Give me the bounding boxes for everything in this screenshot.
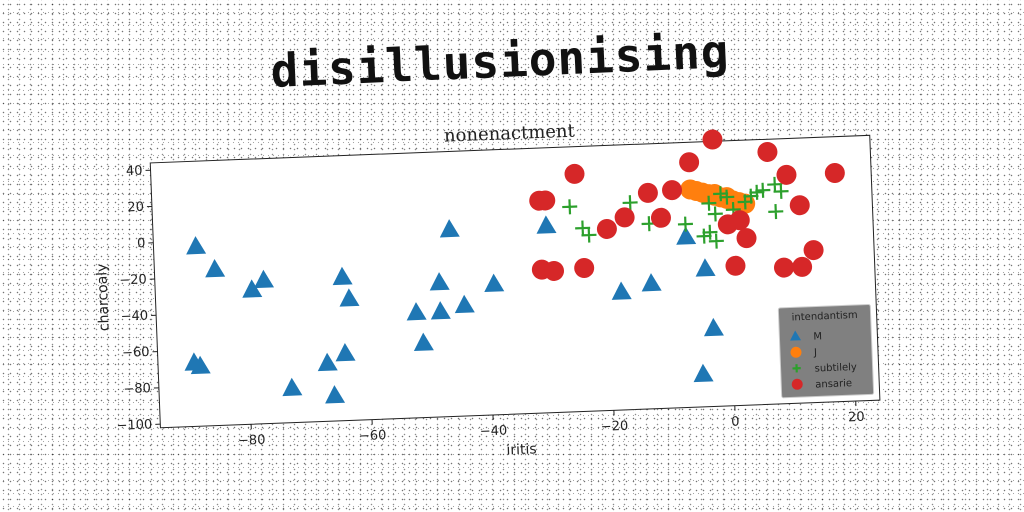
point-m (254, 269, 275, 289)
x-tick-label: −20 (601, 419, 629, 435)
point-ansarie (736, 228, 757, 249)
legend-label-j: J (813, 348, 817, 359)
y-axis-label: charcoaly (94, 263, 113, 331)
point-ansarie (702, 129, 723, 150)
point-subtilely (677, 216, 693, 232)
point-ansarie (544, 260, 565, 281)
point-ansarie (803, 240, 824, 261)
plot-frame (149, 134, 881, 429)
point-m (317, 352, 338, 372)
point-m (536, 215, 557, 234)
point-m (676, 226, 697, 245)
point-m (484, 273, 505, 293)
legend-label-ansarie: ansarie (815, 378, 852, 390)
point-m (430, 301, 451, 320)
y-tick-label: 0 (137, 236, 146, 251)
point-m (454, 294, 475, 314)
point-m (413, 332, 434, 352)
point-m (282, 377, 303, 397)
point-m (332, 266, 353, 286)
point-m (339, 288, 360, 307)
point-m (205, 258, 226, 278)
point-subtilely (707, 206, 723, 222)
legend-title: intendantism (791, 310, 857, 324)
point-m (242, 279, 263, 298)
x-axis-label: iritis (506, 441, 537, 458)
legend-marker-j (790, 346, 802, 358)
point-ansarie (574, 257, 595, 278)
legend-label-subtilely: subtilely (814, 362, 857, 375)
chart-title: nonenactment (444, 121, 576, 147)
y-tick-label: −100 (116, 417, 152, 433)
point-subtilely (622, 195, 638, 211)
point-ansarie (824, 162, 845, 183)
point-m (190, 355, 211, 375)
point-subtilely (773, 183, 789, 199)
x-tick-label: 20 (848, 410, 865, 426)
point-m (693, 363, 714, 383)
point-ansarie (757, 141, 778, 162)
point-m (325, 385, 346, 404)
scatter-chart: nonenactment −80 −60 −40 −20 0 20 40 20 0 −20 −40 −6… (94, 121, 881, 458)
point-subtilely (708, 233, 724, 249)
point-m (406, 302, 427, 321)
y-tick-label: −80 (123, 381, 151, 397)
x-tick-label: 0 (731, 415, 740, 430)
point-ansarie (725, 255, 746, 276)
point-ansarie (564, 163, 585, 184)
legend-marker-m (790, 330, 802, 341)
point-m (695, 258, 716, 277)
legend-marker-ansarie (791, 378, 803, 390)
y-tick-label: −60 (122, 345, 150, 361)
point-subtilely (719, 189, 735, 205)
point-ansarie (792, 256, 813, 277)
point-ansarie (729, 210, 750, 231)
point-m (641, 273, 662, 292)
y-tick-label: −20 (119, 272, 147, 288)
legend-label-m: M (813, 331, 822, 342)
point-ansarie (773, 257, 794, 278)
x-tick-label: −40 (480, 423, 508, 439)
legend-box (777, 303, 875, 399)
point-subtilely (581, 227, 597, 243)
point-subtilely (768, 204, 784, 220)
point-m (703, 317, 724, 337)
point-ansarie (776, 164, 797, 185)
point-subtilely (755, 182, 771, 198)
x-tick-label: −80 (238, 433, 266, 449)
point-m (429, 272, 450, 291)
point-ansarie (662, 180, 683, 201)
point-subtilely (562, 199, 578, 215)
point-m (611, 281, 632, 300)
point-m (186, 236, 207, 255)
x-tick-label: −60 (359, 428, 387, 444)
y-tick-label: 20 (127, 200, 144, 216)
point-m (439, 219, 460, 238)
y-tick-label: 40 (126, 164, 143, 180)
point-ansarie (535, 190, 556, 211)
point-subtilely (701, 195, 717, 211)
legend-marker-subtilely (792, 364, 801, 373)
point-ansarie (679, 152, 700, 173)
point-ansarie (650, 207, 671, 228)
point-ansarie (614, 207, 635, 228)
point-ansarie (637, 182, 658, 203)
point-ansarie (789, 195, 810, 216)
point-ansarie (596, 218, 617, 239)
point-m (335, 342, 356, 362)
y-tick-label: −40 (120, 309, 148, 325)
point-subtilely (702, 224, 718, 240)
chart: nonenactment −80 −60 −40 −20 0 20 40 20 0 −20 −40 −6… (63, 79, 917, 481)
